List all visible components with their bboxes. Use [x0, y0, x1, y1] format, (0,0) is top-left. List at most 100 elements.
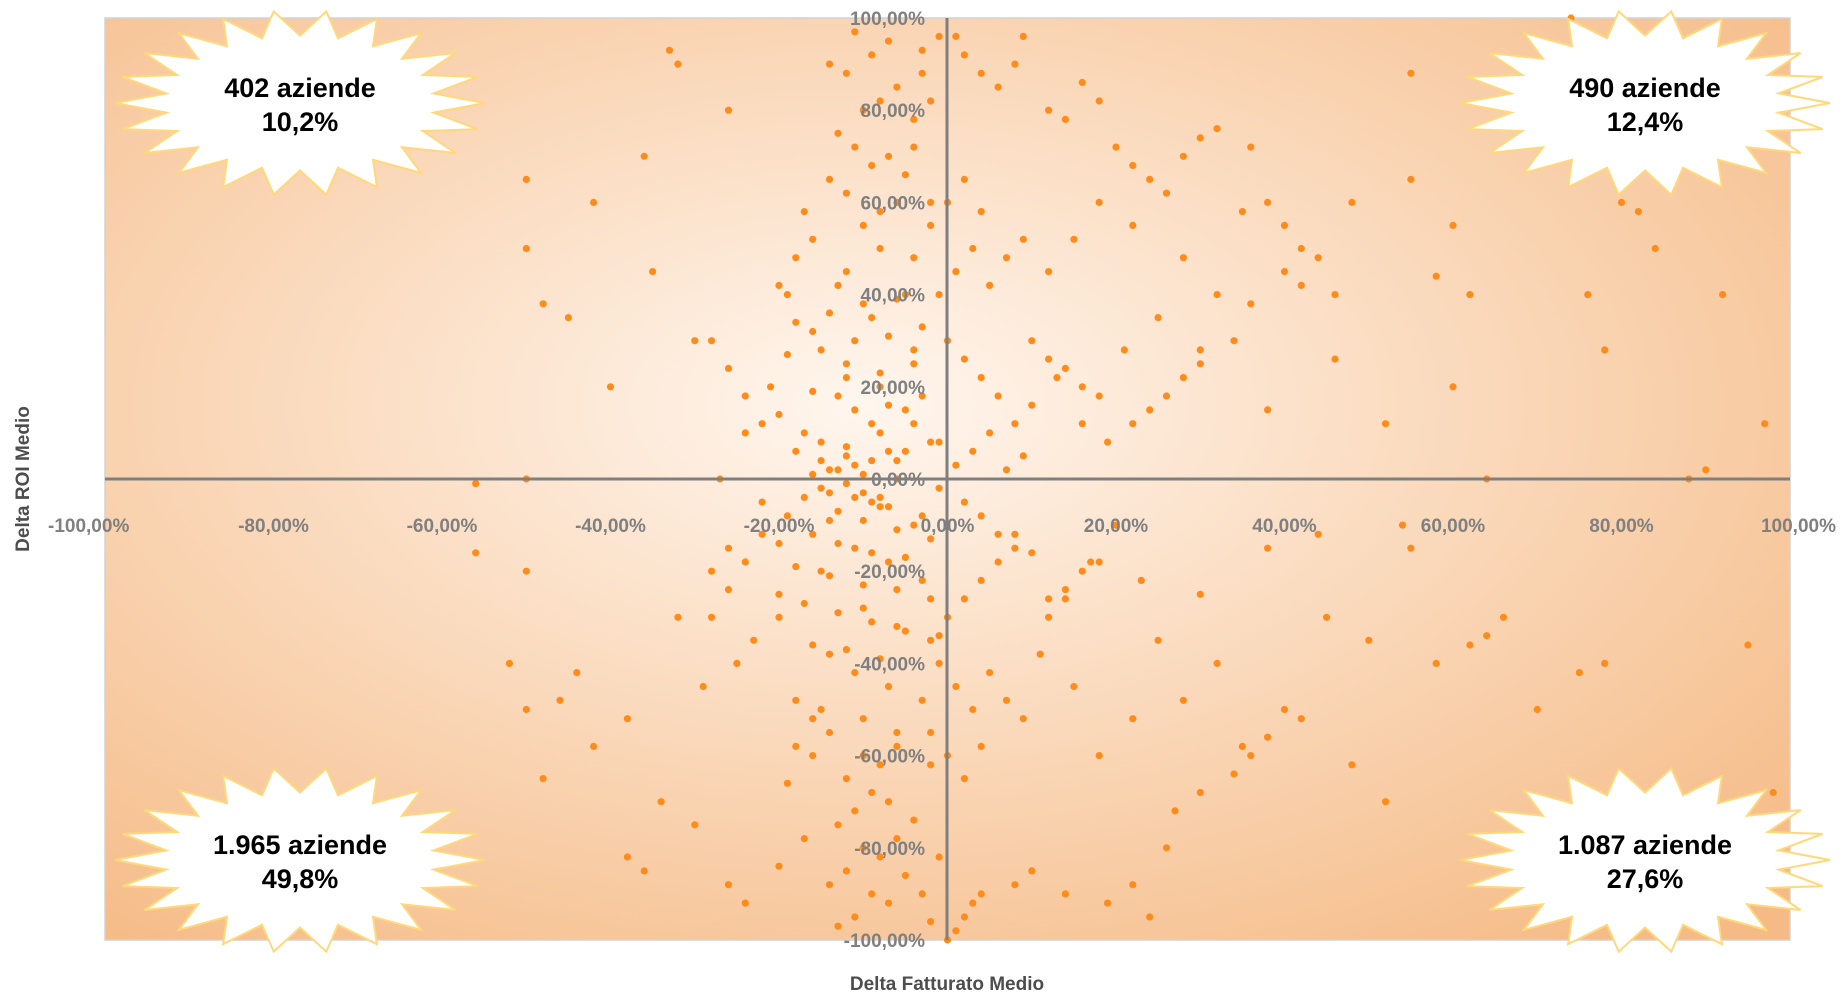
data-point — [1407, 544, 1415, 552]
data-point — [935, 659, 943, 668]
data-point — [935, 438, 943, 446]
data-point — [859, 752, 867, 760]
data-point — [825, 60, 834, 68]
data-point — [859, 221, 867, 229]
data-point — [842, 443, 851, 451]
y-tick-label: -60,00% — [854, 747, 925, 768]
data-point — [792, 742, 800, 751]
data-point — [775, 281, 783, 289]
data-point — [876, 493, 884, 501]
data-point — [960, 775, 969, 783]
data-point — [834, 392, 842, 400]
data-point — [767, 383, 775, 391]
data-point — [1179, 152, 1187, 160]
data-point — [1398, 521, 1407, 529]
data-point — [1061, 586, 1069, 594]
x-tick-labels: -100,00% -80,00% -60,00% -40,00% -20,00% 0,00… — [48, 516, 1836, 537]
data-point — [564, 314, 573, 322]
data-point — [775, 613, 783, 621]
data-point — [859, 715, 867, 723]
data-point — [1137, 576, 1145, 585]
data-point — [901, 553, 910, 562]
data-point — [825, 489, 834, 497]
data-point — [1230, 770, 1238, 778]
starburst-shape — [114, 9, 486, 197]
data-point — [825, 572, 834, 580]
data-point — [1154, 314, 1162, 322]
data-point — [649, 268, 657, 276]
data-point — [851, 913, 859, 921]
data-point — [927, 535, 935, 543]
data-point — [1095, 392, 1103, 400]
data-point — [952, 461, 960, 469]
data-point — [1061, 890, 1069, 898]
data-point — [1230, 337, 1238, 345]
data-point — [851, 143, 859, 151]
data-point — [952, 927, 960, 935]
data-point — [893, 622, 901, 631]
data-point — [809, 470, 817, 478]
data-point — [750, 636, 758, 644]
data-point — [969, 899, 977, 907]
data-point — [724, 364, 733, 372]
data-point — [775, 590, 783, 598]
data-point — [876, 503, 884, 511]
x-tick-label: 40,00% — [1252, 516, 1317, 537]
data-point — [842, 452, 851, 460]
data-point — [1019, 715, 1027, 723]
data-point — [1575, 669, 1583, 677]
data-point — [809, 715, 817, 723]
y-tick-label: 80,00% — [861, 101, 926, 122]
data-point — [1045, 355, 1053, 363]
data-point — [1146, 175, 1154, 183]
data-point — [1331, 291, 1339, 299]
x-tick-label: -40,00% — [575, 516, 646, 537]
data-point — [876, 383, 884, 391]
data-points — [472, 14, 1777, 944]
data-point — [910, 346, 918, 354]
data-point — [977, 374, 985, 382]
data-point — [876, 853, 884, 861]
data-point — [539, 775, 547, 783]
data-point — [590, 742, 598, 751]
data-point — [817, 484, 825, 492]
data-point — [960, 175, 969, 183]
data-point — [741, 899, 749, 907]
data-point — [927, 761, 935, 769]
data-point — [741, 429, 749, 437]
annotation-percent: 49,8% — [262, 864, 339, 894]
data-point — [1238, 742, 1246, 751]
data-point — [1264, 406, 1272, 414]
data-point — [868, 618, 876, 626]
data-point — [1095, 558, 1103, 566]
data-point — [986, 669, 994, 677]
data-point — [1028, 337, 1036, 345]
x-tick-label: -80,00% — [238, 516, 309, 537]
data-point — [1213, 659, 1221, 668]
data-point — [1162, 392, 1171, 400]
data-point — [783, 291, 792, 299]
data-point — [834, 507, 842, 515]
data-point — [724, 544, 733, 552]
annotation-top-left: 402 aziende 10,2% — [114, 9, 486, 197]
data-point — [800, 208, 808, 216]
data-point — [910, 143, 918, 151]
data-point — [758, 420, 766, 428]
x-tick-label: -20,00% — [744, 516, 815, 537]
data-point — [868, 890, 876, 898]
data-point — [1744, 641, 1752, 649]
data-point — [901, 447, 910, 455]
y-tick-label: -40,00% — [854, 654, 925, 675]
data-point — [1011, 60, 1019, 68]
data-point — [825, 650, 834, 658]
data-point — [960, 913, 969, 921]
data-point — [1196, 590, 1204, 598]
data-point — [851, 544, 859, 552]
data-point — [1297, 281, 1305, 289]
data-point — [918, 890, 926, 898]
data-point — [842, 69, 851, 77]
data-point — [927, 595, 935, 603]
data-point — [1045, 595, 1053, 603]
y-tick-label: -100,00% — [844, 931, 925, 952]
data-point — [1162, 189, 1171, 197]
